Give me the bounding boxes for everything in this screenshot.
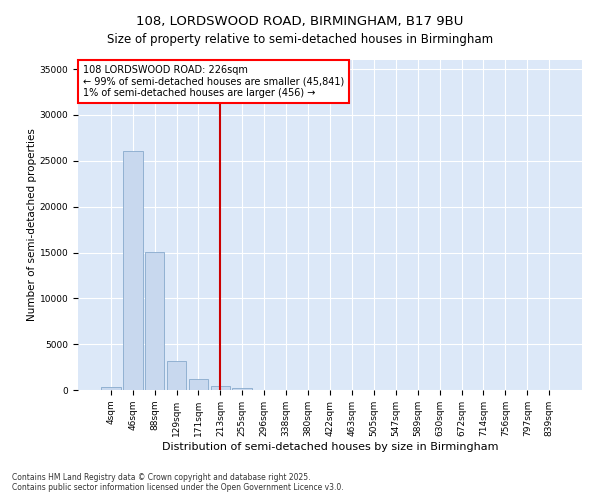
Bar (232, 388, 252, 390)
X-axis label: Distribution of semi-detached houses by size in Birmingham: Distribution of semi-detached houses by … (162, 442, 498, 452)
Bar (123, 151, 143, 390)
Y-axis label: Number of semi-detached properties: Number of semi-detached properties (27, 128, 37, 322)
Bar (101, 386, 121, 390)
Text: 108 LORDSWOOD ROAD: 226sqm
← 99% of semi-detached houses are smaller (45,841)
1%: 108 LORDSWOOD ROAD: 226sqm ← 99% of semi… (83, 65, 344, 98)
Text: Contains HM Land Registry data © Crown copyright and database right 2025.
Contai: Contains HM Land Registry data © Crown c… (12, 473, 344, 492)
Text: Size of property relative to semi-detached houses in Birmingham: Size of property relative to semi-detach… (107, 32, 493, 46)
Bar (167, 360, 187, 390)
Text: 108, LORDSWOOD ROAD, BIRMINGHAM, B17 9BU: 108, LORDSWOOD ROAD, BIRMINGHAM, B17 9BU (136, 15, 464, 28)
Bar (188, 379, 208, 390)
Bar (145, 252, 164, 390)
Bar (211, 386, 230, 390)
